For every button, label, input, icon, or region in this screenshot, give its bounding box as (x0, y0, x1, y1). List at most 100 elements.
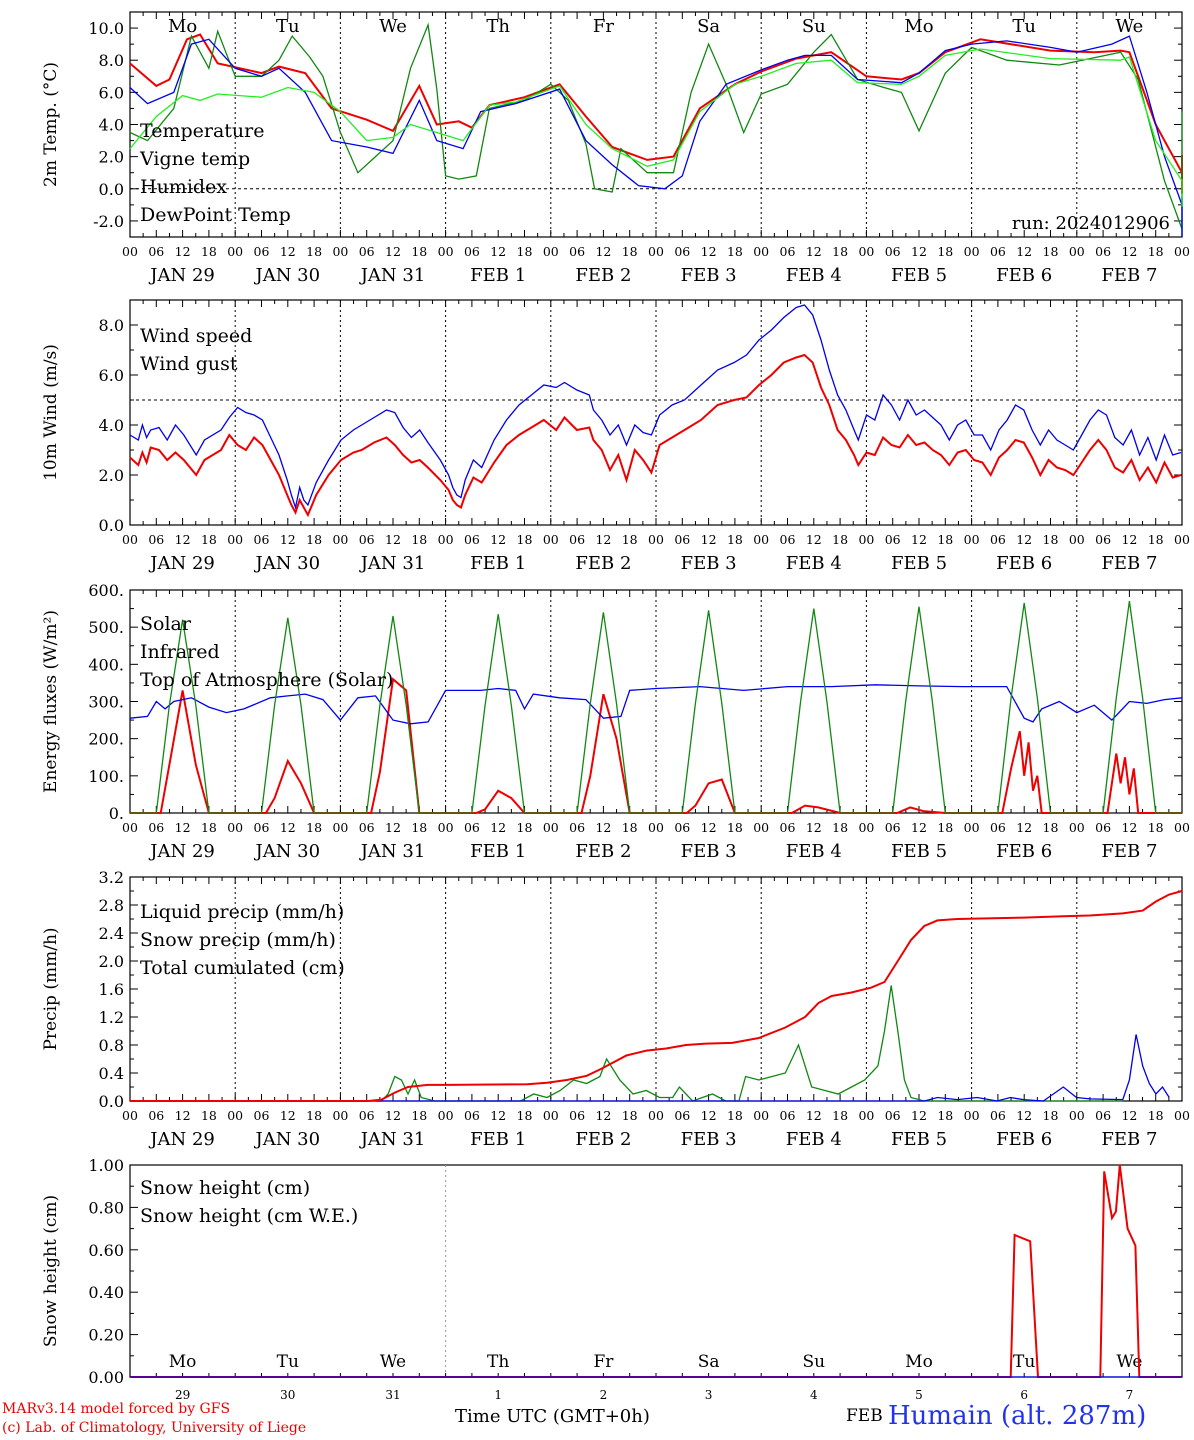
x-hour-label: 18 (727, 820, 743, 835)
x-hour-label: 18 (832, 820, 848, 835)
legend-entry: Total cumulated (cm) (140, 957, 345, 979)
series-line-liquid-precip-mm-h- (130, 985, 1123, 1102)
x-date-label: JAN 31 (359, 1129, 426, 1150)
day-of-week-label: We (1116, 16, 1144, 37)
x-date-label: JAN 30 (254, 1129, 321, 1150)
x-hour-label: 12 (701, 532, 717, 547)
x-date-label: FEB 1 (470, 265, 526, 286)
legend-entry: Humidex (140, 176, 227, 198)
x-hour-label: 12 (385, 532, 401, 547)
x-hour-label: 00 (543, 1108, 559, 1123)
x-hour-label: 00 (858, 532, 874, 547)
x-hour-label: 00 (332, 244, 348, 259)
x-hour-label: 12 (490, 820, 506, 835)
x-hour-label: 12 (175, 244, 191, 259)
y-tick-label: 0.40 (88, 1283, 124, 1302)
x-hour-label: 06 (569, 532, 585, 547)
x-hour-label: 06 (569, 244, 585, 259)
legend-entry: Liquid precip (mm/h) (140, 901, 344, 923)
x-hour-label: 18 (727, 1108, 743, 1123)
x-hour-label: 06 (569, 1108, 585, 1123)
x-hour-label: 12 (280, 244, 296, 259)
y-tick-label: 100. (88, 767, 124, 786)
x-date-label: FEB 2 (575, 553, 631, 574)
series-line-snow-height-cm- (130, 1164, 1182, 1378)
x-hour-label: 12 (1121, 532, 1137, 547)
x-hour-label: 18 (1043, 820, 1059, 835)
x-hour-label: 18 (201, 820, 217, 835)
x-hour-label: 06 (674, 1108, 690, 1123)
x-date-label: FEB 7 (1101, 1129, 1157, 1150)
legend-entry: Infrared (140, 641, 220, 663)
series-line-total-cumulated-cm- (130, 890, 1183, 1102)
x-hour-label: 18 (832, 1108, 848, 1123)
day-number-label: 7 (1126, 1388, 1134, 1402)
x-hour-label: 18 (306, 532, 322, 547)
x-hour-label: 12 (280, 532, 296, 547)
x-hour-label: 18 (832, 532, 848, 547)
y-tick-label: 2.0 (99, 952, 124, 971)
y-tick-label: 300. (88, 693, 124, 712)
x-hour-label: 12 (175, 532, 191, 547)
chart-panel-2: 0.0 2.0 4.0 6.0 8.0 10m Wind (m/s) 00 06 12 18 00 0… (41, 299, 1190, 574)
x-hour-label: 12 (911, 1108, 927, 1123)
series-line-dewpoint-temp (129, 48, 1183, 207)
x-hour-label: 06 (780, 1108, 796, 1123)
x-hour-label: 06 (254, 1108, 270, 1123)
x-hour-label: 06 (359, 1108, 375, 1123)
series-line-humidex (129, 35, 1183, 237)
x-date-label: FEB 7 (1101, 265, 1157, 286)
x-hour-label: 00 (648, 820, 664, 835)
x-hour-label: 00 (543, 244, 559, 259)
x-hour-label: 06 (1095, 820, 1111, 835)
y-tick-label: 2.0 (99, 148, 124, 167)
x-hour-label: 18 (201, 1108, 217, 1123)
day-of-week-label: Su (802, 1352, 825, 1372)
day-number-label: 3 (705, 1388, 713, 1402)
x-date-label: FEB 2 (575, 841, 631, 862)
y-tick-label: 0.80 (88, 1198, 124, 1217)
x-date-label: JAN 29 (148, 1129, 215, 1150)
x-hour-label: 00 (1069, 1108, 1085, 1123)
y-tick-label: 8.0 (99, 316, 124, 335)
x-hour-label: 06 (464, 532, 480, 547)
day-of-week-label: Fr (593, 16, 614, 37)
y-tick-label: 6.0 (99, 83, 124, 102)
x-hour-label: 18 (727, 532, 743, 547)
x-hour-label: 12 (595, 532, 611, 547)
x-hour-label: 06 (254, 820, 270, 835)
series-line-wind-gust (129, 304, 1182, 511)
x-date-label: FEB 3 (681, 265, 737, 286)
x-hour-label: 06 (674, 532, 690, 547)
x-hour-label: 00 (438, 1108, 454, 1123)
legend-entry: Solar (140, 613, 192, 635)
y-tick-label: 8.0 (99, 51, 124, 70)
x-hour-label: 18 (411, 244, 427, 259)
x-hour-label: 18 (937, 244, 953, 259)
chart-panel-4: 0.0 0.4 0.8 1.2 1.6 2.0 2.4 2.8 3.2 Precip (mm/h)… (41, 868, 1190, 1150)
x-hour-label: 00 (648, 532, 664, 547)
x-axis-title: Time UTC (GMT+0h) (455, 1406, 650, 1427)
day-of-week-label: We (1116, 1352, 1142, 1372)
x-hour-label: 12 (385, 820, 401, 835)
day-of-week-label: Th (487, 1352, 509, 1372)
x-hour-label: 06 (674, 820, 690, 835)
legend-entry: Wind gust (140, 353, 238, 375)
day-of-week-label: Tu (1012, 16, 1036, 37)
legend-entry: Snow height (cm W.E.) (140, 1205, 358, 1227)
chart-panel-5: 0.00 0.20 0.40 0.60 0.80 1.00 Snow height (cm)… (41, 1156, 1183, 1402)
y-tick-label: 1.6 (99, 980, 124, 999)
x-hour-label: 12 (490, 244, 506, 259)
x-hour-label: 18 (622, 1108, 638, 1123)
x-hour-label: 12 (595, 244, 611, 259)
series-line-vigne-temp (129, 22, 1183, 237)
day-of-week-label: Mo (169, 1352, 197, 1372)
x-hour-label: 18 (1043, 1108, 1059, 1123)
x-hour-label: 06 (359, 820, 375, 835)
y-tick-label: 0.60 (88, 1241, 124, 1260)
x-hour-label: 12 (806, 1108, 822, 1123)
y-tick-label: 10.0 (88, 19, 124, 38)
x-hour-label: 00 (964, 820, 980, 835)
month-label: FEB (846, 1406, 883, 1426)
x-date-label: FEB 1 (470, 1129, 526, 1150)
